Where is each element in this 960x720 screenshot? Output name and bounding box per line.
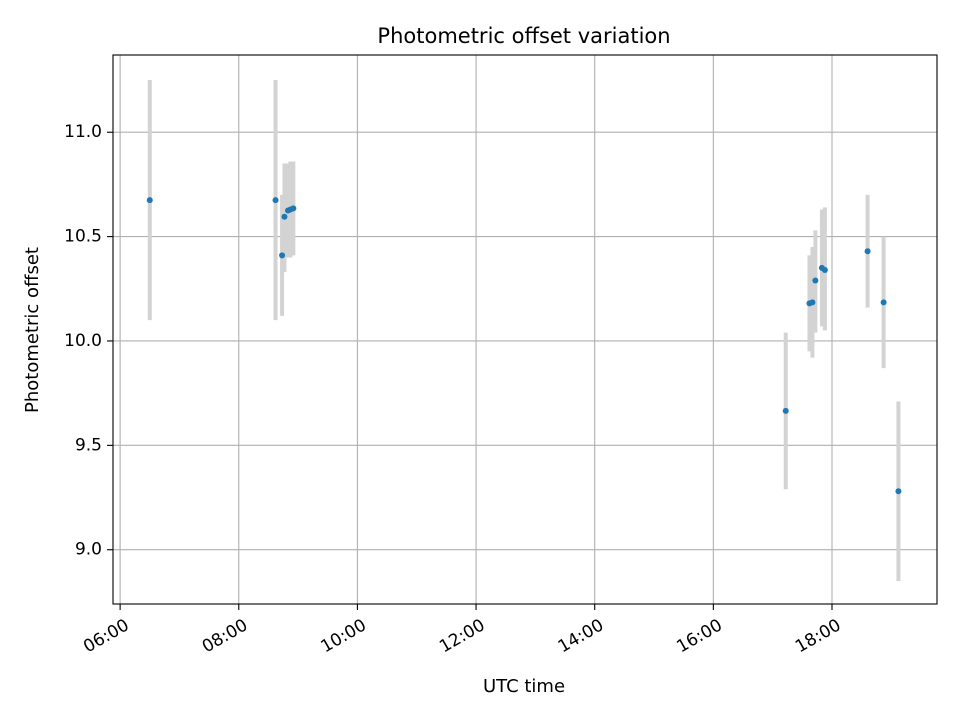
- y-tick-label: 11.0: [64, 122, 102, 142]
- y-tick-label: 9.5: [75, 435, 102, 455]
- y-axis-label: Photometric offset: [22, 247, 43, 413]
- data-point: [895, 488, 902, 495]
- y-tick-label: 10.0: [64, 331, 102, 351]
- chart-title: Photometric offset variation: [377, 24, 670, 48]
- data-point: [272, 197, 279, 204]
- data-point: [146, 197, 153, 204]
- data-point: [290, 205, 297, 212]
- y-tick-label: 10.5: [64, 227, 102, 247]
- point-layer: [146, 197, 902, 495]
- data-point: [782, 407, 789, 414]
- data-point: [281, 213, 288, 220]
- data-point: [864, 248, 871, 255]
- data-point: [880, 299, 887, 306]
- grid-layer: [113, 55, 937, 604]
- y-tick-label: 9.0: [75, 540, 102, 560]
- data-point: [812, 277, 819, 284]
- data-point: [809, 299, 816, 306]
- plot-frame: [112, 54, 938, 605]
- data-point: [279, 252, 286, 259]
- x-axis-label: UTC time: [483, 676, 565, 697]
- data-point: [821, 267, 828, 274]
